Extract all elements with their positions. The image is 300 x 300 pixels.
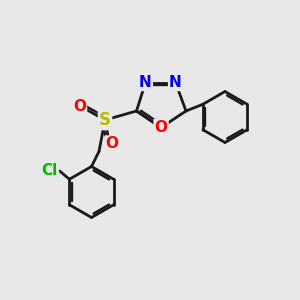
Text: N: N: [139, 75, 152, 90]
Text: Cl: Cl: [42, 163, 58, 178]
Text: S: S: [99, 111, 111, 129]
Text: O: O: [105, 136, 119, 152]
Text: O: O: [154, 120, 168, 135]
Text: N: N: [169, 75, 182, 90]
Text: O: O: [73, 99, 86, 114]
